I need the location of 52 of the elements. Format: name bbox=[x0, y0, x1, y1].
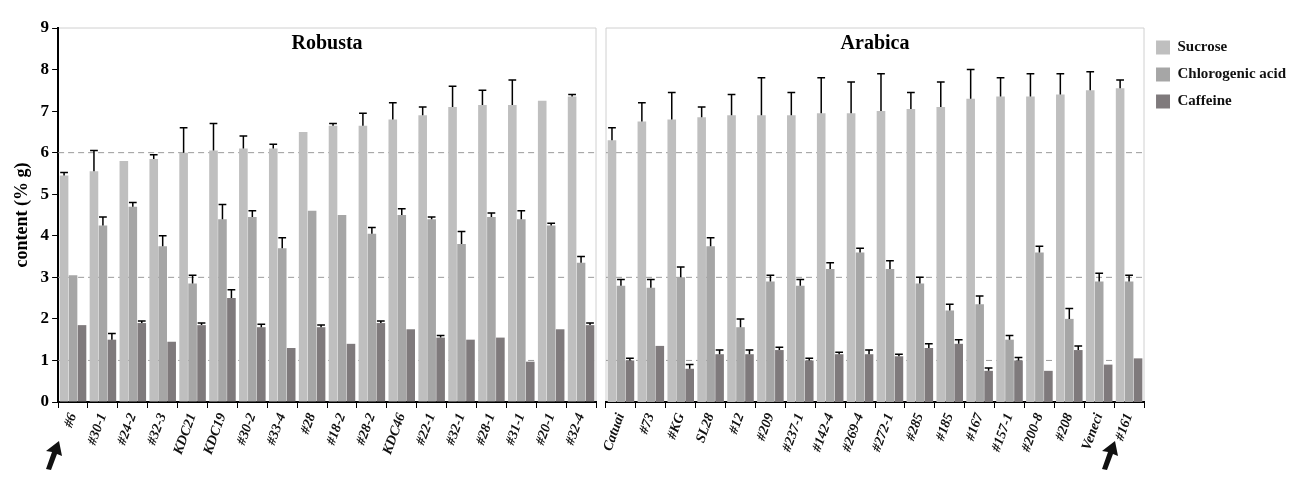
x-tick-label: #28-1 bbox=[472, 411, 498, 448]
x-tick-label: #161 bbox=[1111, 411, 1136, 444]
x-tick-label: KDC19 bbox=[199, 411, 229, 458]
x-tick-label: #32-3 bbox=[143, 411, 169, 448]
x-tick-label: #33-4 bbox=[262, 411, 289, 448]
y-tick-label: 5 bbox=[40, 183, 50, 203]
chart-title: Robusta bbox=[291, 31, 363, 54]
x-tick-label: #22-1 bbox=[412, 411, 438, 448]
y-tick-label: 8 bbox=[40, 58, 50, 78]
legend-label: Sucrose bbox=[1177, 38, 1228, 55]
x-tick-label: #269-4 bbox=[838, 411, 867, 455]
x-tick-label: #272-1 bbox=[868, 411, 897, 455]
x-tick-label: #32-1 bbox=[442, 411, 468, 448]
x-tick-label: #285 bbox=[902, 411, 927, 444]
x-tick-label: #209 bbox=[752, 411, 777, 444]
y-tick-label: 3 bbox=[40, 266, 50, 286]
y-tick-label: 4 bbox=[40, 225, 50, 245]
x-tick-label: #237-1 bbox=[778, 411, 807, 455]
x-tick-label: Veneci bbox=[1078, 410, 1106, 452]
x-tick-label: #208 bbox=[1051, 411, 1076, 444]
chart-title: Arabica bbox=[840, 31, 910, 54]
y-tick-label: 1 bbox=[40, 349, 50, 369]
x-tick-label: #6 bbox=[60, 411, 80, 431]
x-tick-label: #200-8 bbox=[1017, 411, 1046, 455]
y-tick-label: 6 bbox=[40, 142, 50, 162]
x-tick-label: #73 bbox=[635, 411, 658, 437]
x-tick-label: #31-1 bbox=[501, 411, 528, 448]
x-tick-label: #142-4 bbox=[808, 411, 837, 455]
x-tick-label: Catuai bbox=[599, 410, 628, 453]
x-tick-label: #32-4 bbox=[561, 411, 588, 448]
x-tick-label: #20-1 bbox=[531, 411, 558, 448]
y-tick-label: 7 bbox=[40, 100, 50, 120]
x-tick-label: #30-2 bbox=[232, 411, 259, 448]
legend-label: Caffeine bbox=[1177, 92, 1233, 109]
x-tick-label: #18-2 bbox=[322, 411, 349, 448]
legend-label: Chlorogenic acid bbox=[1177, 65, 1287, 82]
x-tick-label: #30-1 bbox=[83, 411, 110, 448]
x-tick-label: #185 bbox=[931, 411, 956, 444]
x-tick-label: SL28 bbox=[692, 411, 717, 445]
y-tick-label: 2 bbox=[40, 308, 50, 328]
y-tick-label: 9 bbox=[40, 17, 50, 37]
y-tick-label: 0 bbox=[40, 391, 50, 411]
y-axis-title: content (% g) bbox=[11, 162, 33, 268]
x-tick-label: #28-2 bbox=[352, 411, 379, 448]
x-tick-label: #167 bbox=[961, 410, 987, 444]
x-tick-label: #KG bbox=[663, 411, 687, 442]
x-tick-label: #12 bbox=[725, 411, 747, 437]
x-tick-label: KDC21 bbox=[169, 411, 199, 458]
x-tick-label: #28 bbox=[296, 411, 319, 437]
x-tick-label: #24-2 bbox=[113, 411, 140, 448]
x-tick-label: KDC46 bbox=[378, 411, 408, 458]
x-tick-label: #157-1 bbox=[987, 411, 1016, 455]
